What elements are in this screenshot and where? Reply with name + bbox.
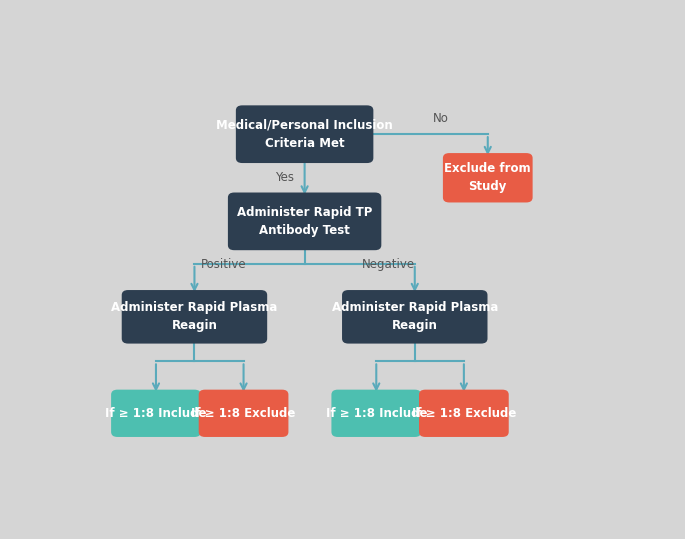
- FancyBboxPatch shape: [236, 105, 373, 163]
- Text: Exclude from
Study: Exclude from Study: [445, 162, 531, 194]
- Text: Yes: Yes: [275, 171, 294, 184]
- FancyBboxPatch shape: [199, 390, 288, 437]
- Text: Positive: Positive: [201, 258, 247, 271]
- FancyBboxPatch shape: [342, 290, 488, 343]
- Text: No: No: [434, 112, 449, 125]
- Text: Administer Rapid TP
Antibody Test: Administer Rapid TP Antibody Test: [237, 206, 373, 237]
- FancyBboxPatch shape: [443, 153, 533, 203]
- Text: Administer Rapid Plasma
Reagin: Administer Rapid Plasma Reagin: [332, 301, 498, 333]
- Text: If ≥ 1:8 Include: If ≥ 1:8 Include: [325, 407, 427, 420]
- Text: If ≥ 1:8 Exclude: If ≥ 1:8 Exclude: [412, 407, 516, 420]
- Text: Administer Rapid Plasma
Reagin: Administer Rapid Plasma Reagin: [111, 301, 277, 333]
- FancyBboxPatch shape: [419, 390, 509, 437]
- FancyBboxPatch shape: [228, 192, 382, 250]
- Text: If ≥ 1:8 Exclude: If ≥ 1:8 Exclude: [191, 407, 296, 420]
- Text: Medical/Personal Inclusion
Criteria Met: Medical/Personal Inclusion Criteria Met: [216, 119, 393, 150]
- FancyBboxPatch shape: [332, 390, 421, 437]
- FancyBboxPatch shape: [111, 390, 201, 437]
- FancyBboxPatch shape: [122, 290, 267, 343]
- Text: If ≥ 1:8 Include: If ≥ 1:8 Include: [105, 407, 207, 420]
- Text: Negative: Negative: [362, 258, 415, 271]
